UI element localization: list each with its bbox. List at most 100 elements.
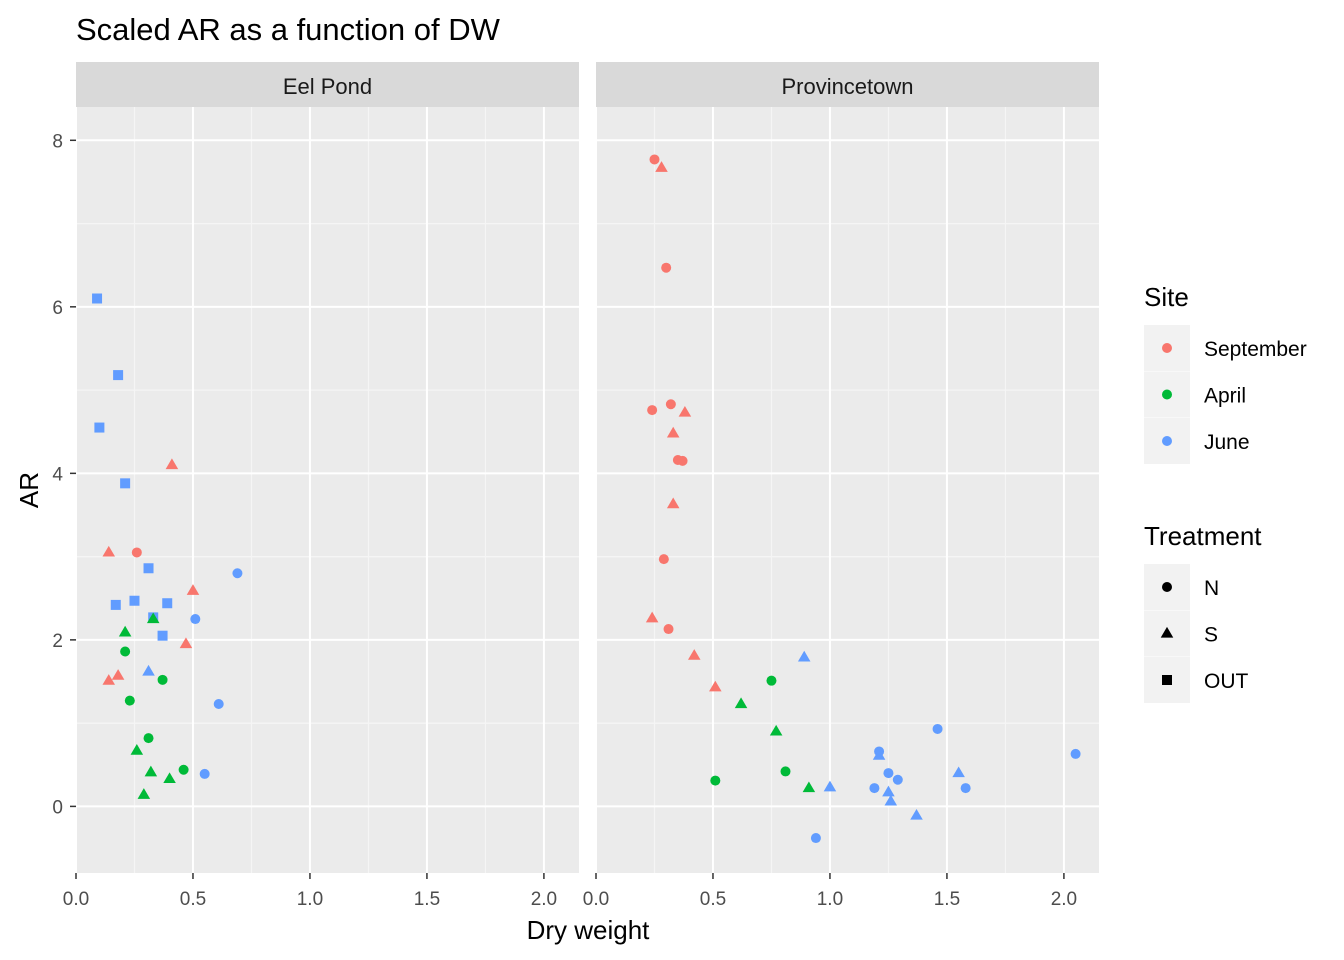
data-point <box>665 399 676 410</box>
data-point <box>92 293 103 304</box>
data-point <box>120 646 131 657</box>
data-point <box>179 637 193 649</box>
data-point <box>142 664 155 676</box>
data-point <box>146 612 160 624</box>
data-point <box>94 422 105 433</box>
y-tick-label: 0 <box>52 797 63 818</box>
legend-key-september <box>1162 343 1172 353</box>
data-point <box>143 563 154 574</box>
data-point <box>124 695 135 706</box>
data-point <box>769 724 783 736</box>
color-legend: Site September April June <box>1144 282 1307 464</box>
x-tick-label: 0.0 <box>63 889 89 910</box>
data-point <box>666 497 680 509</box>
legend-label: September <box>1204 338 1307 361</box>
data-point <box>709 680 722 692</box>
data-point <box>869 783 880 794</box>
data-point <box>190 614 201 625</box>
data-point <box>802 781 816 793</box>
data-point <box>677 455 688 466</box>
data-point <box>165 458 179 470</box>
data-point <box>130 744 144 755</box>
data-point <box>883 768 894 779</box>
x-tick-label: 2.0 <box>1051 889 1077 910</box>
data-point <box>102 674 116 685</box>
x-tick-label: 2.0 <box>531 889 557 910</box>
legend-label: April <box>1204 385 1246 408</box>
strip-eel-pond <box>76 62 579 107</box>
panel-provincetown <box>596 107 1099 873</box>
data-point <box>162 598 173 609</box>
data-point <box>647 405 658 416</box>
y-tick-label: 2 <box>52 631 63 652</box>
legend-key-april <box>1162 389 1172 400</box>
data-point <box>137 788 151 799</box>
shape-legend: Treatment N S OUT <box>1144 521 1262 703</box>
x-tick-label: 1.5 <box>414 889 440 910</box>
legend-key-n <box>1162 582 1172 592</box>
data-point <box>952 766 965 778</box>
strip-provincetown <box>596 62 1099 107</box>
x-tick-label: 1.5 <box>934 889 960 910</box>
data-point <box>666 426 680 438</box>
legend-label: S <box>1204 624 1218 647</box>
color-legend-title: Site <box>1144 282 1189 312</box>
facet-provincetown: Provincetown <box>595 62 1099 873</box>
data-point <box>687 649 701 660</box>
data-point <box>710 775 721 786</box>
data-point <box>199 768 210 779</box>
data-point <box>884 794 898 806</box>
data-point <box>120 478 131 489</box>
legend-label: OUT <box>1204 670 1249 693</box>
x-tick-label: 0.0 <box>583 889 609 910</box>
points-provincetown <box>645 154 1081 844</box>
x-tick-label: 1.0 <box>817 889 843 910</box>
legend-key-out <box>1162 675 1172 685</box>
y-axis: 0 2 4 6 8 <box>52 131 76 818</box>
points-eel-pond <box>92 293 243 799</box>
data-point <box>157 674 168 685</box>
data-point <box>157 630 168 641</box>
y-tick-label: 8 <box>52 131 63 152</box>
data-point <box>766 675 777 686</box>
data-point <box>810 833 821 844</box>
data-point <box>102 545 116 557</box>
data-point <box>1070 748 1081 759</box>
data-point <box>892 774 903 785</box>
data-point <box>678 405 692 417</box>
data-point <box>780 766 791 777</box>
x-tick-label: 0.5 <box>700 889 726 910</box>
data-point <box>178 764 189 775</box>
data-point <box>232 568 243 579</box>
data-point <box>129 595 140 606</box>
data-point <box>163 772 176 784</box>
data-point <box>186 584 200 595</box>
x-tick-label: 0.5 <box>180 889 206 910</box>
data-point <box>910 808 923 820</box>
data-point <box>113 370 124 381</box>
data-point <box>734 697 748 709</box>
legend-label: June <box>1204 431 1250 454</box>
x-axis: 0.0 0.5 1.0 1.5 2.0 0.0 0.5 1.0 1.5 2.0 <box>63 873 1077 910</box>
data-point <box>645 611 659 623</box>
grid-eel-pond <box>75 107 579 873</box>
x-tick-label: 1.0 <box>297 889 323 910</box>
data-point <box>143 733 154 744</box>
y-axis-title: AR <box>14 472 44 508</box>
data-point <box>111 669 125 680</box>
grid-provincetown <box>595 107 1099 873</box>
data-point <box>649 154 660 165</box>
data-point <box>882 785 895 797</box>
data-point <box>872 749 886 760</box>
legend-key-s <box>1160 626 1174 638</box>
data-point <box>960 783 971 794</box>
facet-eel-pond: Eel Pond <box>75 62 579 873</box>
strip-label-provincetown: Provincetown <box>781 74 913 99</box>
data-point <box>131 547 142 558</box>
data-point <box>118 625 132 637</box>
shape-legend-title: Treatment <box>1144 521 1262 551</box>
y-tick-label: 4 <box>52 464 63 485</box>
strip-label-eel-pond: Eel Pond <box>283 74 372 99</box>
data-point <box>663 624 674 635</box>
